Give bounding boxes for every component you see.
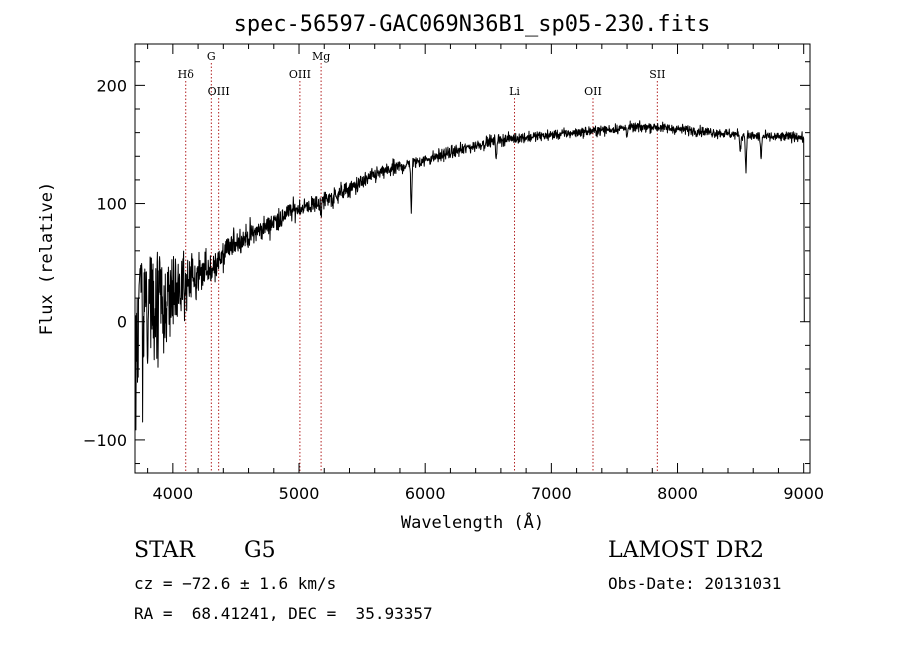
x-axis-label: Wavelength (Å) bbox=[401, 511, 544, 533]
chart-title: spec-56597-GAC069N36B1_sp05-230.fits bbox=[234, 12, 711, 37]
y-tick-label: −100 bbox=[83, 431, 127, 450]
plot-frame bbox=[134, 43, 811, 474]
y-tick-label: 100 bbox=[96, 195, 127, 214]
x-tick-label: 7000 bbox=[531, 484, 572, 503]
spectral-line-label: OII bbox=[584, 85, 602, 98]
y-axis-label: Flux (relative) bbox=[37, 182, 57, 336]
object-class: STAR bbox=[134, 538, 195, 563]
obs-date-text: Obs-Date: 20131031 bbox=[608, 574, 782, 593]
y-tick-label: 200 bbox=[96, 76, 127, 95]
spectrum-line bbox=[134, 120, 805, 431]
object-subclass: G5 bbox=[244, 538, 276, 563]
survey-name: LAMOST DR2 bbox=[608, 538, 764, 563]
y-tick-label: 0 bbox=[117, 313, 127, 332]
x-tick-label: 8000 bbox=[657, 484, 698, 503]
spectral-line-label: Hδ bbox=[178, 68, 195, 81]
spectral-line-label: Mg bbox=[312, 50, 330, 63]
x-tick-label: 9000 bbox=[783, 484, 824, 503]
redshift-text: cz = −72.6 ± 1.6 km/s bbox=[134, 574, 337, 593]
spectral-line-label: SII bbox=[649, 68, 665, 81]
spectral-line-label: Li bbox=[509, 85, 520, 98]
spectral-line-label: G bbox=[207, 50, 216, 63]
coordinates-text: RA = 68.41241, DEC = 35.93357 bbox=[134, 604, 433, 623]
x-tick-label: 5000 bbox=[279, 484, 320, 503]
spectral-line-label: OIII bbox=[208, 85, 230, 98]
spectral-line-label: OIII bbox=[289, 68, 311, 81]
x-tick-label: 6000 bbox=[405, 484, 446, 503]
x-tick-label: 4000 bbox=[152, 484, 193, 503]
